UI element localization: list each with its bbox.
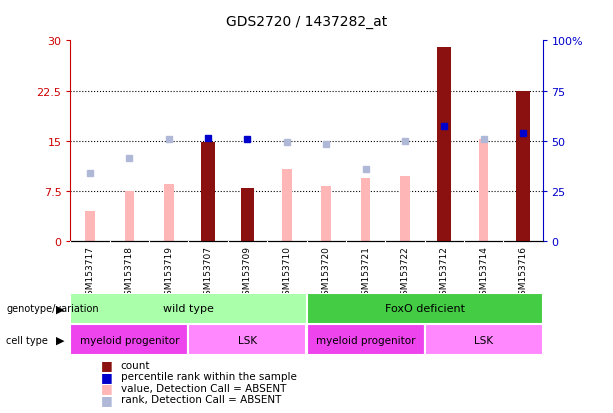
Bar <box>437 48 451 242</box>
Bar <box>164 185 173 242</box>
Text: rank, Detection Call = ABSENT: rank, Detection Call = ABSENT <box>121 394 281 404</box>
Text: percentile rank within the sample: percentile rank within the sample <box>121 371 297 381</box>
Text: wild type: wild type <box>163 304 214 314</box>
Text: GSM153722: GSM153722 <box>400 246 409 300</box>
Bar <box>400 176 409 242</box>
Text: GSM153709: GSM153709 <box>243 246 252 301</box>
Text: value, Detection Call = ABSENT: value, Detection Call = ABSENT <box>121 383 286 393</box>
Text: ■: ■ <box>101 358 113 371</box>
Text: cell type: cell type <box>6 335 48 345</box>
Text: myeloid progenitor: myeloid progenitor <box>316 335 415 345</box>
Text: ▶: ▶ <box>56 304 64 314</box>
Bar <box>189 324 306 355</box>
Text: GSM153718: GSM153718 <box>125 246 134 301</box>
Text: genotype/variation: genotype/variation <box>6 304 99 314</box>
Bar <box>282 169 292 242</box>
Bar <box>306 293 543 324</box>
Bar <box>306 324 424 355</box>
Bar <box>360 178 370 242</box>
Bar <box>516 91 530 242</box>
Text: ■: ■ <box>101 370 113 383</box>
Bar <box>70 293 306 324</box>
Bar <box>479 140 489 242</box>
Text: GDS2720 / 1437282_at: GDS2720 / 1437282_at <box>226 15 387 29</box>
Text: ■: ■ <box>101 381 113 394</box>
Bar <box>321 187 331 242</box>
Text: LSK: LSK <box>238 335 257 345</box>
Bar <box>124 192 134 242</box>
Text: FoxO deficient: FoxO deficient <box>384 304 465 314</box>
Bar <box>85 211 95 242</box>
Bar <box>241 188 254 242</box>
Text: GSM153707: GSM153707 <box>204 246 213 301</box>
Text: GSM153717: GSM153717 <box>86 246 94 301</box>
Text: myeloid progenitor: myeloid progenitor <box>80 335 179 345</box>
Text: ■: ■ <box>101 393 113 406</box>
Text: GSM153719: GSM153719 <box>164 246 173 301</box>
Bar <box>70 324 189 355</box>
Text: GSM153710: GSM153710 <box>283 246 291 301</box>
Bar <box>201 143 215 242</box>
Text: GSM153716: GSM153716 <box>519 246 527 301</box>
Text: count: count <box>121 360 150 370</box>
Text: ▶: ▶ <box>56 335 64 345</box>
Text: GSM153720: GSM153720 <box>322 246 330 301</box>
Bar <box>424 324 543 355</box>
Text: GSM153721: GSM153721 <box>361 246 370 301</box>
Text: GSM153714: GSM153714 <box>479 246 488 301</box>
Text: LSK: LSK <box>474 335 493 345</box>
Text: GSM153712: GSM153712 <box>440 246 449 301</box>
